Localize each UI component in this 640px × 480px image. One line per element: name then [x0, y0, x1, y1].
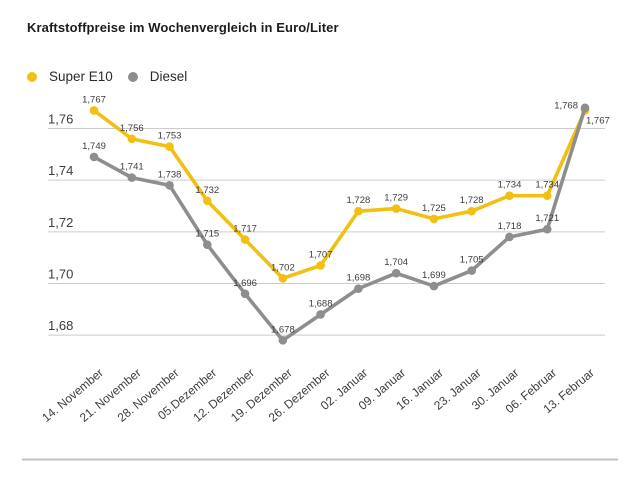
data-point-marker-diesel	[165, 181, 174, 190]
data-point-marker-super-e10	[203, 196, 212, 206]
data-point-label: 1,717	[233, 224, 257, 235]
data-point-label: 1,678	[271, 324, 295, 335]
data-point-marker-super-e10	[391, 204, 401, 213]
data-point-marker-super-e10	[354, 206, 363, 216]
data-point-label: 1,705	[460, 255, 484, 266]
legend-item-super-e10: Super E10	[27, 69, 113, 84]
series-line-diesel	[92, 106, 587, 343]
y-axis-tick-label: 1,74	[48, 163, 73, 178]
data-point-label: 1,718	[498, 221, 522, 232]
data-point-label: 1,688	[309, 298, 333, 309]
data-point-marker-diesel	[240, 289, 250, 299]
data-point-label: 1,756	[120, 123, 144, 134]
data-point-label: 1,721	[535, 213, 559, 224]
legend-label-diesel: Diesel	[149, 69, 188, 84]
chart-legend: Super E10 Diesel	[27, 69, 187, 84]
data-point-label: 1,729	[384, 193, 408, 204]
data-point-label: 1,728	[460, 195, 484, 206]
data-point-label: 1,715	[195, 229, 219, 240]
legend-item-diesel: Diesel	[127, 69, 188, 84]
data-point-marker-diesel	[580, 103, 590, 113]
data-point-marker-diesel	[505, 232, 514, 242]
data-point-label: 1,768	[554, 100, 578, 111]
data-point-marker-super-e10	[505, 191, 514, 200]
data-point-marker-super-e10	[542, 191, 552, 200]
data-point-label: 1,704	[384, 257, 408, 268]
data-point-label: 1,725	[422, 203, 446, 214]
legend-dot-super-e10-icon	[27, 71, 37, 82]
data-point-label: 1,696	[233, 278, 257, 289]
data-point-label: 1,738	[158, 169, 182, 180]
data-point-marker-super-e10	[127, 134, 137, 144]
data-point-marker-diesel	[542, 224, 552, 234]
data-point-label: 1,767	[82, 94, 106, 105]
data-point-marker-diesel	[467, 266, 477, 275]
data-point-label: 1,728	[346, 195, 370, 206]
chart-title: Kraftstoffpreise im Wochenvergleich in E…	[27, 20, 339, 35]
legend-dot-diesel-icon	[127, 71, 138, 82]
data-point-marker-super-e10	[278, 274, 288, 283]
legend-label-super-e10: Super E10	[49, 69, 113, 84]
data-point-marker-diesel	[203, 240, 212, 250]
data-point-label: 1,699	[422, 270, 446, 281]
y-axis-tick-label: 1,70	[48, 266, 73, 281]
series-line-super-e10	[92, 108, 587, 281]
data-point-marker-super-e10	[467, 206, 477, 216]
data-point-label: 1,698	[346, 273, 370, 284]
data-point-marker-super-e10	[89, 106, 99, 115]
data-point-label: 1,734	[535, 180, 559, 191]
data-point-label: 1,749	[82, 141, 106, 152]
y-axis-tick-label: 1,76	[48, 112, 73, 127]
data-point-marker-diesel	[316, 310, 325, 319]
data-point-marker-diesel	[278, 336, 288, 345]
data-point-marker-diesel	[429, 281, 439, 291]
data-point-label: 1,732	[195, 185, 219, 196]
data-point-label: 1,707	[309, 249, 333, 260]
y-axis-tick-label: 1,72	[48, 215, 73, 230]
data-point-label: 1,702	[271, 262, 295, 273]
data-point-label: 1,767	[586, 115, 610, 126]
data-point-marker-super-e10	[316, 261, 325, 270]
data-point-marker-diesel	[354, 284, 363, 293]
data-point-label: 1,753	[158, 131, 182, 142]
data-point-marker-super-e10	[165, 142, 174, 151]
data-point-marker-diesel	[127, 173, 137, 182]
y-axis-tick-label: 1,68	[48, 318, 73, 333]
data-point-label: 1,734	[498, 180, 522, 191]
data-point-marker-super-e10	[429, 214, 439, 224]
data-point-marker-super-e10	[240, 235, 250, 244]
data-point-label: 1,741	[120, 162, 144, 173]
data-point-marker-diesel	[391, 268, 401, 278]
data-point-marker-diesel	[89, 152, 99, 162]
